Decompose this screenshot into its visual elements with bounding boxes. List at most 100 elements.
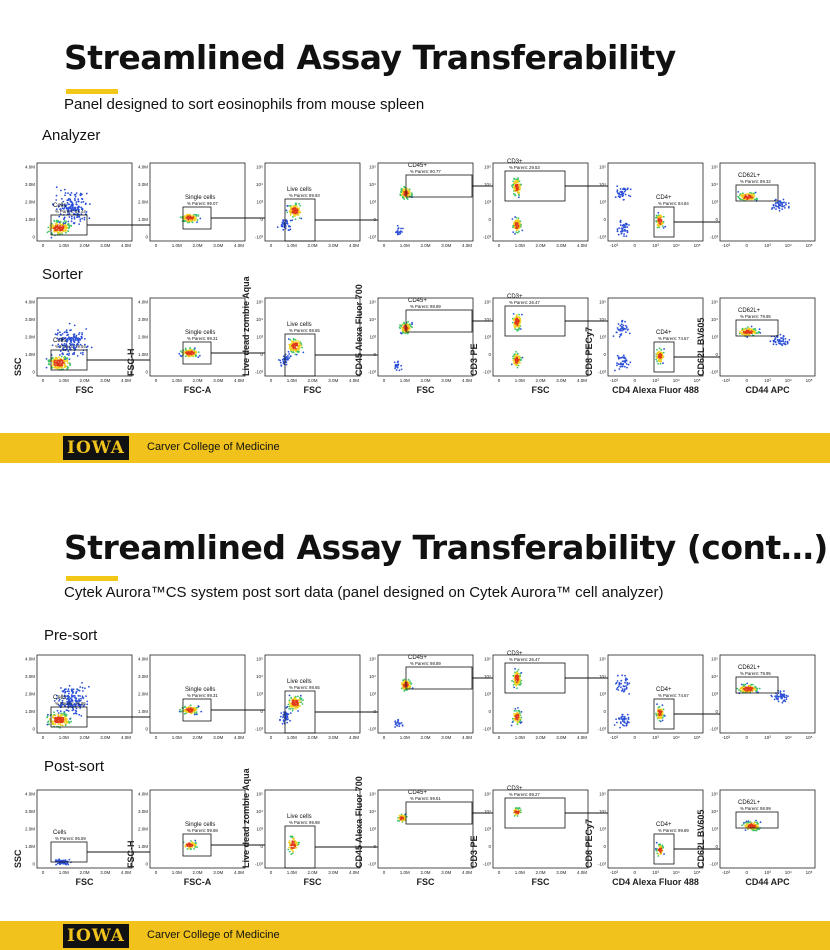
gate-parent-percent: % Parent: 74.67: [658, 336, 689, 341]
event-dot: [520, 711, 523, 713]
event-dot: [59, 334, 62, 336]
gate-parent-percent: % Parent: 99.07: [187, 201, 218, 206]
y-tick-label: 2.0M: [25, 827, 35, 832]
event-dot: [77, 339, 80, 342]
event-dot: [401, 192, 404, 194]
x-tick-label: 1.0M: [287, 870, 297, 875]
event-dot: [76, 700, 78, 702]
event-dot: [59, 354, 61, 356]
event-dot: [659, 846, 662, 848]
event-dot: [65, 206, 68, 208]
y-tick-label: 4.0M: [138, 300, 148, 305]
event-dot: [514, 233, 516, 235]
event-dot: [618, 368, 621, 370]
event-dot: [282, 222, 284, 224]
y-tick-label: 3.0M: [138, 182, 148, 187]
event-dot: [788, 205, 790, 208]
event-dot: [516, 188, 518, 191]
event-dot: [518, 313, 520, 316]
x-tick-label: 0: [270, 378, 273, 383]
event-dot: [515, 353, 517, 356]
event-dot: [66, 695, 68, 697]
event-dot: [288, 846, 290, 849]
row-label-pre-sort: Pre-sort: [44, 627, 98, 644]
event-dot: [394, 723, 397, 726]
y-tick-label: -10³: [710, 727, 719, 732]
event-dot: [403, 191, 406, 194]
event-dot: [756, 198, 759, 200]
event-dot: [775, 695, 778, 698]
event-dot: [520, 356, 523, 359]
event-dot: [624, 193, 627, 196]
x-tick-label: 10⁵: [806, 870, 813, 875]
y-tick-label: 10⁴: [599, 317, 606, 322]
event-dot: [71, 709, 74, 712]
event-dot: [520, 679, 523, 682]
event-dot: [90, 346, 93, 349]
event-dot: [627, 716, 630, 719]
event-dot: [61, 204, 64, 207]
event-dot: [396, 721, 398, 724]
event-dot: [58, 720, 61, 723]
x-tick-label: 1.0M: [59, 870, 69, 875]
event-dot: [294, 218, 297, 220]
event-dot: [517, 177, 519, 179]
x-tick-label: 3.0M: [441, 870, 451, 875]
y-tick-label: 1.0M: [25, 352, 35, 357]
event-dot: [749, 685, 751, 687]
event-dot: [780, 201, 782, 203]
event-dot: [744, 198, 747, 200]
event-dot: [286, 211, 289, 214]
event-dot: [623, 357, 625, 359]
event-dot: [518, 683, 521, 686]
event-dot: [73, 193, 76, 196]
event-dot: [737, 191, 740, 193]
event-dot: [286, 718, 289, 721]
y-tick-label: 1.0M: [138, 217, 148, 222]
x-tick-label: 1.0M: [515, 735, 525, 740]
event-dot: [57, 329, 59, 331]
x-tick-label: 0: [42, 243, 45, 248]
event-dot: [191, 217, 194, 220]
event-dot: [50, 236, 53, 239]
event-dot: [513, 686, 515, 689]
event-dot: [407, 194, 410, 196]
event-dot: [517, 678, 520, 681]
event-dot: [619, 224, 622, 226]
event-dot: [781, 202, 783, 204]
event-dot: [664, 225, 667, 228]
gate-parent-percent: % Parent: 98.65: [289, 685, 320, 690]
event-dot: [659, 843, 661, 846]
y-tick-label: -10³: [483, 370, 492, 375]
event-dot: [63, 204, 66, 206]
slide-title: Streamlined Assay Transferability: [64, 38, 676, 77]
event-dot: [403, 684, 406, 686]
event-dot: [180, 710, 183, 712]
x-tick-label: 10⁴: [673, 243, 680, 248]
event-dot: [62, 712, 65, 714]
event-dot: [779, 690, 782, 693]
x-tick-label: 2.0M: [307, 870, 317, 875]
event-dot: [399, 324, 401, 327]
event-dot: [621, 195, 624, 198]
event-dot: [619, 362, 622, 365]
event-dot: [755, 332, 758, 335]
event-dot: [89, 203, 91, 205]
event-dot: [67, 192, 69, 194]
x-axis-label: CD4 Alexa Fluor 488: [612, 385, 699, 395]
event-dot: [295, 205, 298, 208]
event-dot: [407, 678, 410, 681]
event-dot: [194, 347, 196, 349]
event-dot: [53, 358, 56, 360]
event-dot: [617, 689, 620, 691]
event-dot: [75, 209, 77, 212]
y-tick-label: 10⁵: [484, 165, 491, 170]
event-dot: [67, 220, 70, 223]
event-dot: [70, 720, 72, 723]
gate-name: CD3+: [507, 294, 523, 300]
event-dot: [400, 227, 402, 230]
event-dot: [79, 218, 82, 221]
